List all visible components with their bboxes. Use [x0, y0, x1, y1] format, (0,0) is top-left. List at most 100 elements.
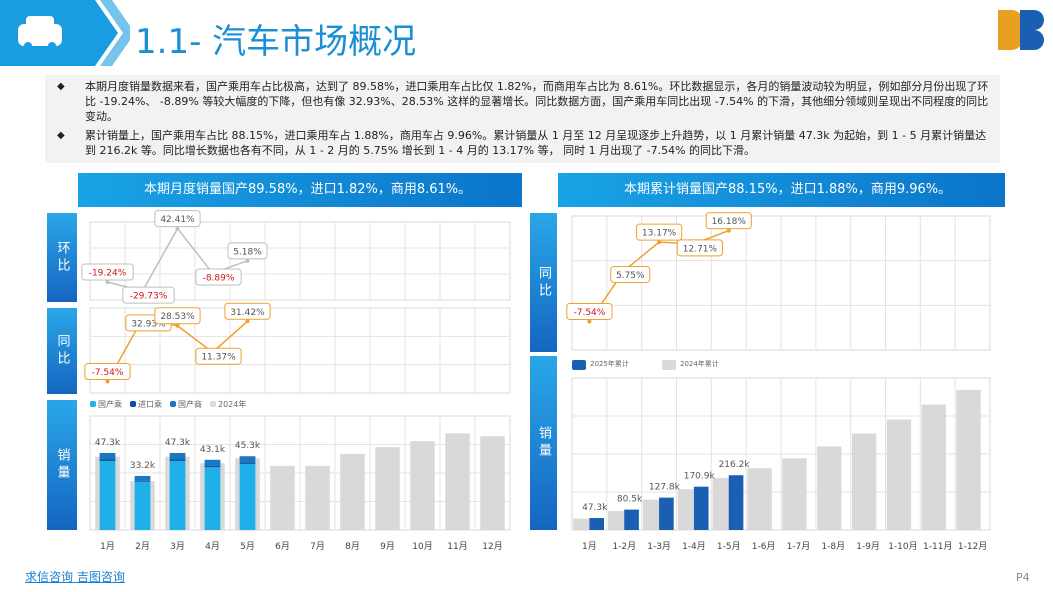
label-box [195, 268, 242, 286]
label-box [154, 307, 201, 325]
x-tick-label: 1-8月 [821, 541, 845, 552]
page-number: P4 [1016, 571, 1030, 584]
side-label: 同比 [530, 213, 557, 352]
x-tick-label: 9月 [380, 541, 395, 552]
footer-brand: 求信咨询 吉图咨询 [25, 570, 125, 584]
bar-segment [169, 452, 186, 460]
x-tick-label: 5月 [240, 541, 255, 552]
data-label: 32.93% [131, 319, 166, 329]
x-tick-label: 6月 [275, 541, 290, 552]
point [175, 226, 180, 231]
legend-label: 2025年累计 [590, 359, 629, 368]
data-label: 170.9k [684, 472, 716, 482]
label-box [84, 362, 131, 380]
x-tick-label: 1-7月 [787, 541, 811, 552]
x-tick-label: 1-12月 [958, 541, 987, 552]
point [587, 319, 592, 324]
bar-segment [99, 459, 116, 461]
x-tick-label: 1-10月 [888, 541, 917, 552]
note: 累计销量上，国产乘用车占比 88.15%，进口乘用车占 1.88%，商用车占 9… [45, 128, 1000, 158]
x-tick-label: 1-2月 [612, 541, 636, 552]
bar [747, 468, 772, 530]
bar-segment [239, 463, 256, 530]
data-label: 47.3k [582, 503, 608, 513]
bar [270, 465, 295, 530]
label-box [610, 266, 651, 284]
point [245, 319, 250, 324]
legend-swatch [662, 360, 676, 370]
x-tick-label: 7月 [310, 541, 325, 552]
bar-segment [99, 460, 116, 530]
point [105, 280, 110, 285]
bar [624, 509, 639, 530]
data-label: 43.1k [200, 445, 226, 455]
data-label: -29.73% [130, 292, 168, 302]
title-badge [0, 0, 130, 66]
x-tick-label: 2月 [135, 541, 150, 552]
panel-header: 本期月度销量国产89.58%，进口1.82%，商用8.61%。 [78, 173, 522, 207]
label-box [122, 286, 175, 304]
data-label: -19.24% [89, 269, 127, 279]
bar [659, 497, 674, 530]
bar [817, 446, 842, 530]
bar-segment [239, 462, 256, 464]
legend-label: 国产乘 [98, 399, 122, 409]
label-box [705, 212, 752, 230]
bar-segment [134, 475, 151, 481]
bar-segment [99, 452, 116, 460]
bar [728, 475, 744, 530]
legend-swatch [90, 401, 96, 407]
bar-segment [204, 467, 221, 530]
data-label: 45.3k [235, 441, 261, 451]
bar [782, 458, 807, 530]
page-title: 1.1- 汽车市场概况 [135, 22, 417, 62]
point [726, 228, 731, 233]
x-tick-label: 1-4月 [682, 541, 706, 552]
bar [445, 433, 470, 530]
note: 本期月度销量数据来看，国产乘用车占比极高，达到了 89.58%，进口乘用车占比仅… [45, 79, 1000, 124]
x-tick-label: 1-6月 [752, 541, 776, 552]
panel-header: 本期累计销量国产88.15%，进口1.88%，商用9.96%。 [558, 173, 1005, 207]
data-label: 11.37% [201, 353, 236, 363]
bar [340, 453, 365, 530]
bar [305, 465, 330, 530]
data-label: 16.18% [712, 217, 747, 227]
bar-segment [134, 480, 151, 482]
label-box [195, 347, 242, 365]
notes-box: 本期月度销量数据来看，国产乘用车占比极高，达到了 89.58%，进口乘用车占比仅… [45, 75, 1000, 163]
x-tick-label: 4月 [205, 541, 220, 552]
bar-segment [169, 459, 186, 461]
label-box [676, 239, 724, 257]
legend-swatch [170, 401, 176, 407]
data-label: 42.41% [160, 215, 195, 225]
legend-swatch [210, 401, 216, 407]
bar [480, 436, 505, 530]
data-label: 5.18% [233, 247, 262, 257]
bar [375, 447, 400, 530]
x-tick-label: 8月 [345, 541, 360, 552]
x-tick-label: 1月 [582, 541, 597, 552]
data-label: 5.75% [616, 271, 645, 281]
point [657, 240, 662, 245]
bar [956, 389, 981, 530]
bar [693, 486, 709, 530]
data-label: 127.8k [649, 483, 681, 493]
legend-label: 进口乘 [138, 399, 162, 409]
bar-segment [204, 459, 221, 466]
x-tick-label: 1-5月 [717, 541, 741, 552]
point [245, 258, 250, 263]
x-tick-label: 1-3月 [647, 541, 671, 552]
bar [573, 518, 598, 530]
label-box [227, 242, 268, 260]
data-label: 31.42% [230, 308, 265, 318]
legend-swatch [572, 360, 586, 370]
x-tick-label: 11月 [447, 541, 467, 552]
bar-segment [169, 460, 186, 530]
data-label: -7.54% [92, 368, 124, 378]
label-box [81, 263, 134, 281]
x-tick-label: 1月 [100, 541, 115, 552]
data-label: 80.5k [617, 495, 643, 505]
label-box [566, 302, 613, 320]
legend-swatch [130, 401, 136, 407]
data-label: 33.2k [130, 461, 156, 471]
